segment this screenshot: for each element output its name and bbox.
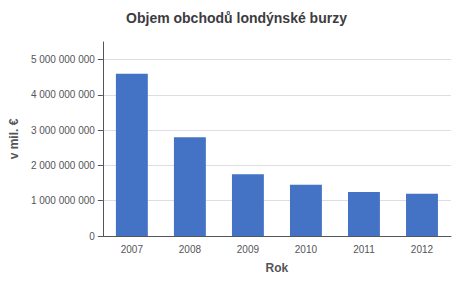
svg-text:2 000 000 000: 2 000 000 000 — [31, 160, 95, 171]
svg-text:v mil. €: v mil. € — [7, 118, 21, 159]
svg-text:2009: 2009 — [237, 244, 260, 255]
svg-text:2008: 2008 — [179, 244, 202, 255]
svg-text:0: 0 — [89, 231, 95, 242]
svg-text:2012: 2012 — [411, 244, 434, 255]
svg-text:4 000 000 000: 4 000 000 000 — [31, 89, 95, 100]
svg-text:3 000 000 000: 3 000 000 000 — [31, 125, 95, 136]
svg-text:2010: 2010 — [295, 244, 318, 255]
svg-text:5 000 000 000: 5 000 000 000 — [31, 54, 95, 65]
svg-text:Rok: Rok — [266, 261, 289, 275]
svg-text:Objem obchodů londýnské burzy: Objem obchodů londýnské burzy — [126, 10, 347, 26]
svg-text:1 000 000 000: 1 000 000 000 — [31, 195, 95, 206]
svg-text:2011: 2011 — [353, 244, 375, 255]
svg-text:2007: 2007 — [121, 244, 144, 255]
